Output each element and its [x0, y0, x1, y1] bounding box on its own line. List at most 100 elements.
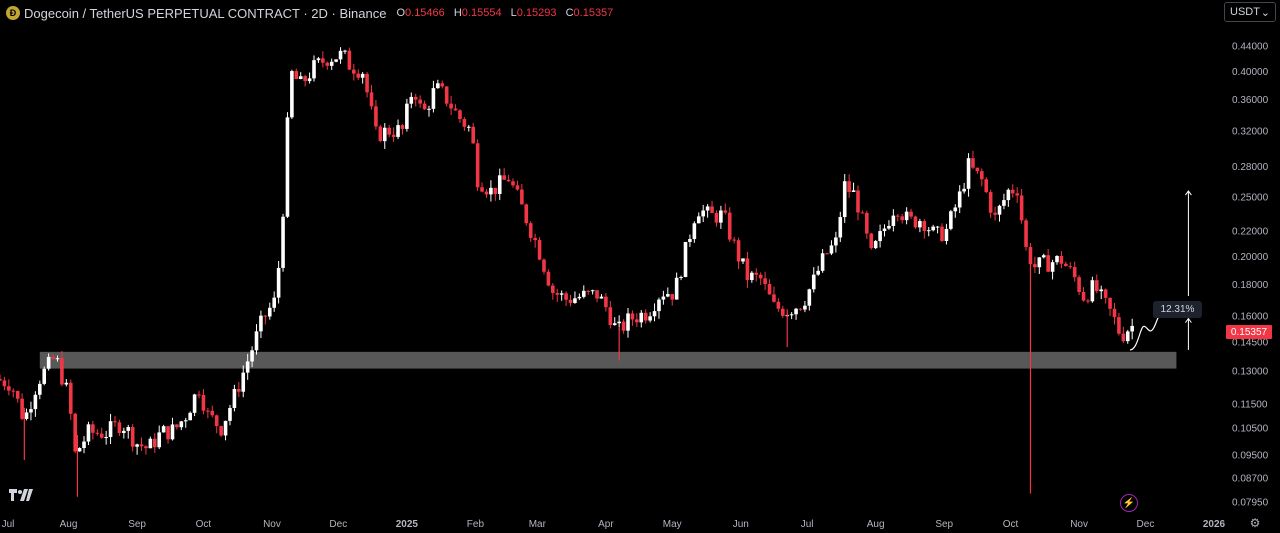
- candle-body: [604, 296, 608, 308]
- currency-select-button[interactable]: USDT ⌄: [1224, 2, 1276, 22]
- candle-body: [20, 398, 24, 419]
- tradingview-logo-icon[interactable]: [8, 488, 34, 502]
- support-zone: [39, 351, 1177, 369]
- candle-body: [449, 103, 453, 109]
- candle-body: [139, 444, 144, 447]
- low-value: 0.15293: [516, 7, 557, 19]
- candle-body: [431, 88, 436, 109]
- candle-body: [926, 230, 931, 232]
- candle-body: [493, 187, 498, 194]
- measure-arrowhead-lower: [1185, 317, 1192, 323]
- candle-body: [42, 368, 47, 384]
- candle-body: [91, 424, 95, 433]
- candle-body: [290, 71, 294, 118]
- candle-body: [590, 290, 595, 292]
- x-axis-tick-label: Jun: [733, 519, 749, 530]
- x-axis-tick-label: Jul: [801, 519, 814, 530]
- symbol-title[interactable]: Dogecoin / TetherUS PERPETUAL CONTRACT ·…: [24, 5, 387, 21]
- candle-body: [767, 284, 772, 295]
- candle-body: [64, 382, 69, 385]
- candle-body: [170, 424, 175, 440]
- candle-body: [776, 301, 781, 309]
- candle-body: [887, 226, 891, 229]
- candle-body: [714, 212, 719, 223]
- candle-body: [7, 386, 11, 391]
- candle-body: [988, 192, 993, 213]
- candle-body: [489, 187, 493, 195]
- candle-body: [210, 410, 215, 416]
- candle-body: [1024, 220, 1028, 247]
- candle-body: [365, 73, 369, 93]
- candle-body: [440, 83, 445, 87]
- candle-body: [276, 267, 281, 298]
- candle-body: [847, 181, 851, 192]
- candle-body: [524, 204, 529, 224]
- candle-body: [758, 274, 763, 279]
- candle-body: [329, 61, 334, 66]
- candle-body: [436, 83, 440, 89]
- candle-body: [913, 216, 918, 228]
- y-axis-tick-label: 0.20000: [1232, 252, 1269, 263]
- candle-body: [303, 76, 307, 82]
- candle-body: [179, 421, 184, 428]
- y-axis-tick-label: 0.22000: [1232, 226, 1269, 237]
- candle-body: [608, 307, 613, 326]
- x-axis-tick-label: 2025: [396, 519, 419, 530]
- gear-icon[interactable]: ⚙: [1249, 516, 1261, 530]
- candle-body: [245, 361, 250, 373]
- x-axis-tick-label: Sep: [935, 519, 953, 530]
- candle-body: [38, 383, 42, 395]
- candle-body: [586, 290, 591, 292]
- candle-body: [254, 331, 259, 351]
- candle-body: [949, 211, 953, 229]
- candle-body: [674, 277, 679, 300]
- candle-body: [1090, 280, 1095, 302]
- candle-body: [962, 188, 966, 192]
- candle-body: [940, 226, 944, 242]
- candle-body: [259, 315, 263, 332]
- candle-body: [321, 58, 325, 63]
- x-axis-tick-label: Feb: [467, 519, 485, 530]
- measure-percent-label: 12.31%: [1153, 301, 1202, 318]
- candle-body: [719, 210, 723, 223]
- candle-body: [736, 240, 741, 262]
- candle-body: [1068, 266, 1073, 268]
- open-value: 0.15466: [405, 7, 445, 19]
- candle-body: [935, 226, 940, 228]
- candle-body: [559, 293, 564, 295]
- candle-body: [528, 223, 533, 238]
- lightning-icon[interactable]: ⚡: [1120, 494, 1138, 512]
- candle-body: [33, 394, 38, 410]
- candle-body: [842, 181, 847, 218]
- candle-body: [418, 99, 422, 104]
- y-axis-tick-label: 0.11500: [1232, 399, 1268, 410]
- candle-body: [453, 108, 458, 111]
- candle-body: [652, 311, 657, 317]
- candle-body: [648, 316, 652, 321]
- candle-body: [466, 126, 471, 128]
- y-axis-tick-label: 0.07950: [1232, 498, 1269, 509]
- candle-body: [869, 233, 874, 249]
- candle-body: [294, 71, 299, 79]
- candle-body: [621, 321, 626, 331]
- candle-body: [834, 237, 838, 246]
- candle-body: [413, 96, 418, 100]
- candle-body: [2, 380, 7, 387]
- candle-body: [267, 307, 272, 317]
- candle-body: [148, 438, 153, 449]
- candle-body: [497, 175, 502, 194]
- candle-body: [1050, 262, 1055, 272]
- candle-body: [135, 444, 139, 447]
- candle-body: [126, 427, 131, 431]
- candle-body: [405, 103, 409, 129]
- candle-body: [1125, 331, 1130, 342]
- y-axis-tick-label: 0.18000: [1232, 280, 1269, 291]
- candle-body: [727, 212, 732, 240]
- candle-body: [520, 189, 524, 205]
- candle-body: [1037, 257, 1042, 268]
- candle-body: [77, 448, 82, 452]
- candle-body: [993, 212, 997, 215]
- candle-body: [347, 50, 352, 70]
- candle-body: [741, 258, 745, 262]
